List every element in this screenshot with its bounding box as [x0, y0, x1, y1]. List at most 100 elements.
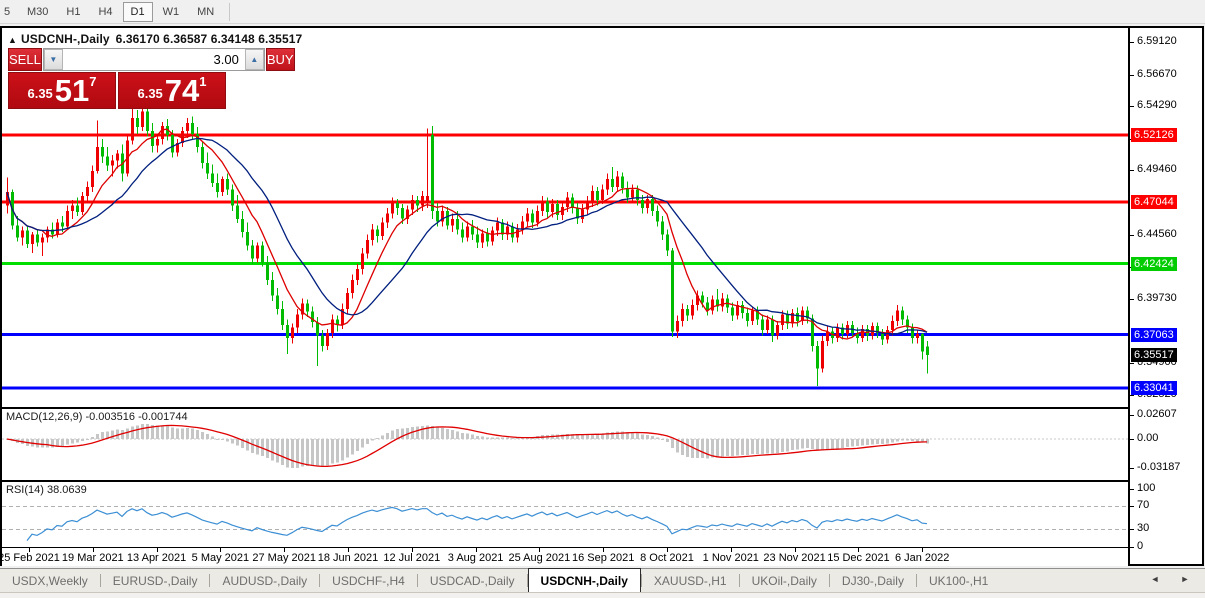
date-axis-label: 27 May 2021 — [252, 552, 316, 564]
volume-decrease-icon[interactable]: ▼ — [43, 49, 63, 70]
price-chart-canvas[interactable] — [2, 28, 1128, 407]
chart-ohlc-values: 6.36170 6.36587 6.34148 6.35517 — [115, 32, 303, 46]
chart-tab-audusddaily[interactable]: AUDUSD-,Daily — [222, 573, 308, 588]
timeframe-button-d1[interactable]: D1 — [122, 1, 153, 22]
horizontal-level-line[interactable] — [2, 386, 1128, 390]
buy-price-sup: 1 — [199, 74, 207, 89]
date-axis-label: 13 Apr 2021 — [126, 552, 187, 564]
date-axis-label: 19 Mar 2021 — [61, 552, 124, 564]
volume-input[interactable] — [62, 49, 245, 70]
date-axis-label: 23 Nov 2021 — [763, 552, 826, 564]
buy-price-big: 74 — [164, 73, 200, 108]
tab-separator — [416, 574, 418, 587]
horizontal-level-line[interactable] — [2, 262, 1128, 266]
date-axis-tick — [348, 548, 349, 552]
chart-title: ▲ USDCNH-,Daily 6.36170 6.36587 6.34148 6.… — [8, 32, 302, 46]
sell-button[interactable]: SELL — [8, 48, 42, 71]
tab-separator — [99, 574, 101, 587]
chart-tab-xauusdh1[interactable]: XAUUSD-,H1 — [653, 573, 727, 588]
horizontal-level-line[interactable] — [2, 200, 1128, 204]
chart-tabs-bar: USDX,Weekly EURUSD-,Daily AUDUSD-,Daily USD… — [0, 568, 1205, 592]
timeframe-toolbar: 5 M30 H1 H4 D1 W1 MN — [0, 0, 1205, 24]
sell-price-prefix: 6.35 — [27, 86, 53, 101]
buy-price-prefix: 6.35 — [137, 86, 163, 101]
rsi-pane: RSI(14) 38.0639 — [2, 482, 1128, 547]
chart-tab-usdcaddaily[interactable]: USDCAD-,Daily — [429, 573, 515, 588]
macd-chart-canvas[interactable] — [2, 409, 1128, 480]
date-axis-label: 3 Aug 2021 — [447, 552, 504, 564]
tab-separator — [640, 574, 642, 587]
price-axis-divider — [1128, 28, 1130, 564]
macd-signal-line — [6, 424, 928, 468]
timeframe-button-h4[interactable]: H4 — [98, 5, 113, 18]
pane-divider-macd[interactable] — [2, 407, 1202, 409]
volume-increase-icon[interactable]: ▲ — [244, 49, 264, 70]
date-axis-tick — [156, 548, 158, 552]
chart-tab-usdxweekly[interactable]: USDX,Weekly — [12, 573, 88, 588]
price-level-label: 6.35517 — [1131, 348, 1177, 363]
price-level-label: 6.52126 — [1131, 127, 1177, 142]
tab-separator — [915, 574, 917, 587]
date-axis-tick — [858, 548, 860, 552]
date-axis-label: 25 Feb 2021 — [0, 552, 60, 564]
date-axis-tick — [92, 548, 94, 552]
price-level-label: 6.37063 — [1131, 327, 1177, 342]
sell-price-big: 51 — [54, 73, 90, 108]
sell-price-sup: 7 — [89, 74, 97, 89]
timeframe-button-w1[interactable]: W1 — [162, 5, 180, 18]
sell-price-panel[interactable]: 6.35 51 7 — [8, 72, 116, 109]
date-axis-tick — [730, 548, 732, 552]
buy-price-panel[interactable]: 6.35 74 1 — [118, 72, 226, 109]
toolbar-separator — [229, 2, 231, 21]
date-axis-divider — [2, 547, 1202, 548]
tab-separator — [738, 574, 740, 587]
chart-tab-uk100h1[interactable]: UK100-,H1 — [928, 573, 989, 588]
pane-divider-rsi[interactable] — [2, 480, 1202, 482]
date-axis-tick — [220, 548, 222, 552]
tabs-scroll-left-icon[interactable]: ◄ — [1150, 574, 1160, 584]
timeframe-button-m30[interactable]: M30 — [27, 5, 49, 18]
status-strip — [0, 592, 1205, 598]
date-axis-label: 15 Dec 2021 — [827, 552, 890, 564]
buy-button[interactable]: BUY — [265, 48, 295, 71]
collapse-arrow-icon[interactable]: ▲ — [8, 35, 18, 45]
chart-window: ▲ USDCNH-,Daily 6.36170 6.36587 6.34148 6.… — [0, 26, 1204, 566]
price-pane: ▲ USDCNH-,Daily 6.36170 6.36587 6.34148 6.… — [2, 28, 1128, 407]
price-level-label: 6.47044 — [1131, 195, 1177, 210]
date-axis-label: 8 Oct 2021 — [640, 552, 694, 564]
timeframe-button-5[interactable]: 5 — [3, 5, 11, 18]
date-axis-label: 5 May 2021 — [191, 552, 250, 564]
tab-separator — [209, 574, 211, 587]
volume-spinner: ▼ ▲ — [42, 48, 265, 71]
price-axis[interactable]: 6.591206.566706.542906.518406.494606.445… — [1130, 28, 1202, 564]
timeframe-button-mn[interactable]: MN — [197, 5, 215, 18]
chart-tab-usdcnhdaily[interactable]: USDCNH-,Daily — [527, 568, 641, 592]
chart-tab-dj30daily[interactable]: DJ30-,Daily — [841, 573, 904, 588]
date-axis-label: 12 Jul 2021 — [383, 552, 441, 564]
tab-separator — [828, 574, 830, 587]
date-axis-tick — [475, 548, 477, 552]
ma-fast-line — [6, 128, 928, 340]
tab-separator — [319, 574, 321, 587]
tab-separator — [526, 574, 528, 587]
macd-label: MACD(12,26,9) -0.003516 -0.001744 — [6, 411, 188, 423]
tabs-scroll-right-icon[interactable]: ► — [1180, 574, 1190, 584]
date-axis-tick — [539, 548, 541, 552]
rsi-chart-canvas[interactable] — [2, 482, 1128, 547]
chart-tab-usdchfh4[interactable]: USDCHF-,H4 — [332, 573, 405, 588]
date-axis: 25 Feb 2021 19 Mar 2021 13 Apr 2021 5 May 2… — [0, 548, 1128, 566]
date-axis-tick — [922, 548, 924, 552]
date-axis-label: 16 Sep 2021 — [571, 552, 635, 564]
date-axis-tick — [603, 548, 605, 552]
chart-tab-eurusddaily[interactable]: EURUSD-,Daily — [112, 573, 198, 588]
rsi-label: RSI(14) 38.0639 — [6, 484, 87, 496]
date-axis-label: 25 Aug 2021 — [508, 552, 571, 564]
date-axis-tick — [284, 548, 286, 552]
horizontal-level-line[interactable] — [2, 333, 1128, 337]
timeframe-button-h1[interactable]: H1 — [66, 5, 81, 18]
date-axis-tick — [411, 548, 413, 552]
chart-tab-ukoildaily[interactable]: UKOil-,Daily — [751, 573, 817, 588]
horizontal-level-line[interactable] — [2, 133, 1128, 137]
date-axis-tick — [794, 548, 796, 552]
